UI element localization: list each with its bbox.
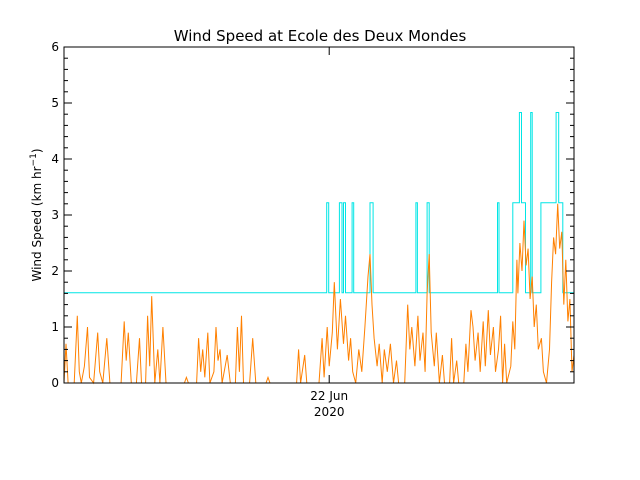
y-tick-label: 5 — [51, 96, 59, 110]
chart-title: Wind Speed at Ecole des Deux Mondes — [174, 27, 467, 45]
y-tick-label: 6 — [51, 40, 59, 54]
x-tick-label-year: 2020 — [314, 405, 345, 419]
y-axis-ticks — [64, 57, 574, 373]
y-tick-label: 3 — [51, 208, 59, 222]
y-tick-label: 4 — [51, 152, 59, 166]
y-axis-label-close: ) — [30, 148, 44, 153]
y-axis-label-exponent: −1 — [29, 153, 39, 166]
series-layer — [63, 112, 575, 385]
y-tick-label: 2 — [51, 264, 59, 278]
x-tick-label-day: 22 Jun — [310, 389, 348, 403]
series-line-orange — [63, 203, 575, 385]
y-tick-label: 1 — [51, 320, 59, 334]
y-axis-label-main: Wind Speed (km hr — [30, 166, 44, 281]
series-line-cyan — [64, 112, 574, 294]
y-axis-tick-labels: 0 1 2 3 4 5 6 — [51, 40, 59, 390]
y-tick-label: 0 — [51, 376, 59, 390]
y-axis-label: Wind Speed (km hr−1) — [29, 148, 44, 281]
